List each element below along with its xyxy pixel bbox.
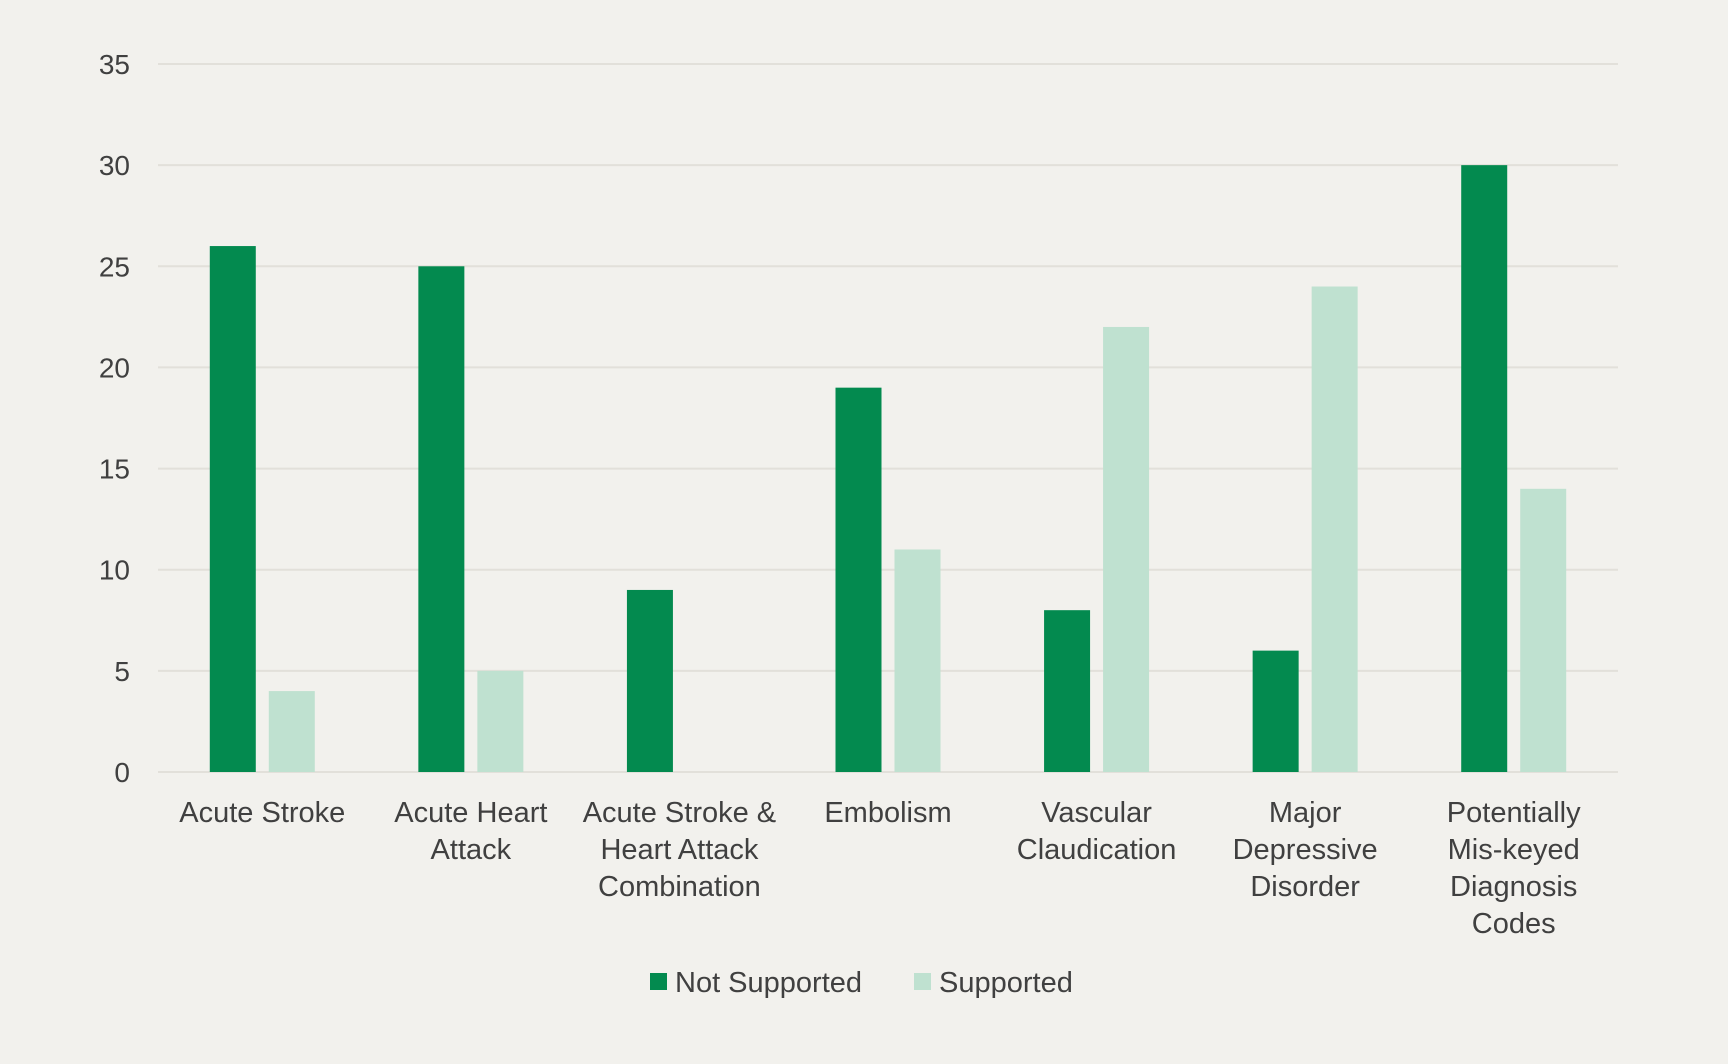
x-category-label: Major Depressive Disorder [1233, 797, 1378, 903]
y-tick-label: 25 [99, 251, 130, 282]
legend-swatch [914, 973, 931, 990]
legend: Not Supported Supported [650, 967, 1073, 999]
bar-not-supported [835, 387, 882, 772]
x-category-label: Embolism [824, 797, 951, 829]
legend-label: Not Supported [675, 967, 862, 999]
y-tick-label: 35 [99, 49, 130, 80]
x-category-label: Acute Stroke & Heart Attack Combination [583, 797, 776, 903]
bar-supported [1520, 488, 1567, 772]
y-tick-label: 10 [99, 555, 130, 586]
x-category-label: Vascular Claudication [1017, 797, 1177, 866]
bar-not-supported [209, 246, 256, 773]
y-tick-label: 5 [114, 656, 130, 687]
y-tick-label: 0 [114, 757, 130, 788]
y-tick-label: 20 [99, 352, 130, 383]
legend-item-not-supported: Not Supported [650, 967, 862, 999]
y-tick-label: 30 [99, 150, 130, 181]
x-category-label-line: Combination [598, 871, 761, 903]
x-category-label: Potentially Mis-keyed Diagnosis Codes [1447, 797, 1581, 940]
x-category-label-line: Depressive [1233, 834, 1378, 866]
bar-not-supported [1461, 165, 1508, 773]
bars [209, 165, 1567, 773]
bar-not-supported [626, 589, 673, 772]
x-category-label-line: Major [1269, 797, 1342, 829]
bar-not-supported [1044, 610, 1091, 772]
bar-supported [477, 670, 524, 772]
x-category-label-line: Disorder [1250, 871, 1360, 903]
bar-not-supported [418, 266, 465, 772]
bar-supported [1103, 326, 1150, 772]
x-category-label-line: Embolism [824, 797, 951, 829]
x-category-label-line: Attack [431, 834, 512, 866]
bar-supported [894, 549, 941, 772]
x-category-label-line: Vascular [1041, 797, 1152, 829]
x-category-label-line: Acute Stroke & [583, 797, 776, 829]
x-category-label-line: Acute Stroke [179, 797, 345, 829]
legend-label: Supported [939, 967, 1073, 999]
x-category-label: Acute Heart Attack [394, 797, 547, 866]
x-category-label-line: Diagnosis [1450, 871, 1577, 903]
legend-swatch [650, 973, 667, 990]
gridlines [158, 63, 1618, 773]
y-axis-tick-labels: 0 5 10 15 20 25 30 35 [99, 49, 130, 788]
x-category-label-line: Codes [1472, 908, 1556, 940]
bar-supported [1311, 286, 1358, 772]
x-category-label-line: Heart Attack [600, 834, 758, 866]
x-category-label-line: Potentially [1447, 797, 1581, 829]
x-category-label: Acute Stroke [179, 797, 345, 829]
x-category-label-line: Acute Heart [394, 797, 547, 829]
bar-supported [268, 691, 315, 772]
x-category-label-line: Mis-keyed [1448, 834, 1580, 866]
bar-not-supported [1252, 650, 1299, 772]
legend-item-supported: Supported [914, 967, 1073, 999]
y-tick-label: 15 [99, 454, 130, 485]
x-axis-category-labels: Acute Stroke Acute Heart Attack Acute Strok… [179, 797, 1581, 940]
x-category-label-line: Claudication [1017, 834, 1177, 866]
